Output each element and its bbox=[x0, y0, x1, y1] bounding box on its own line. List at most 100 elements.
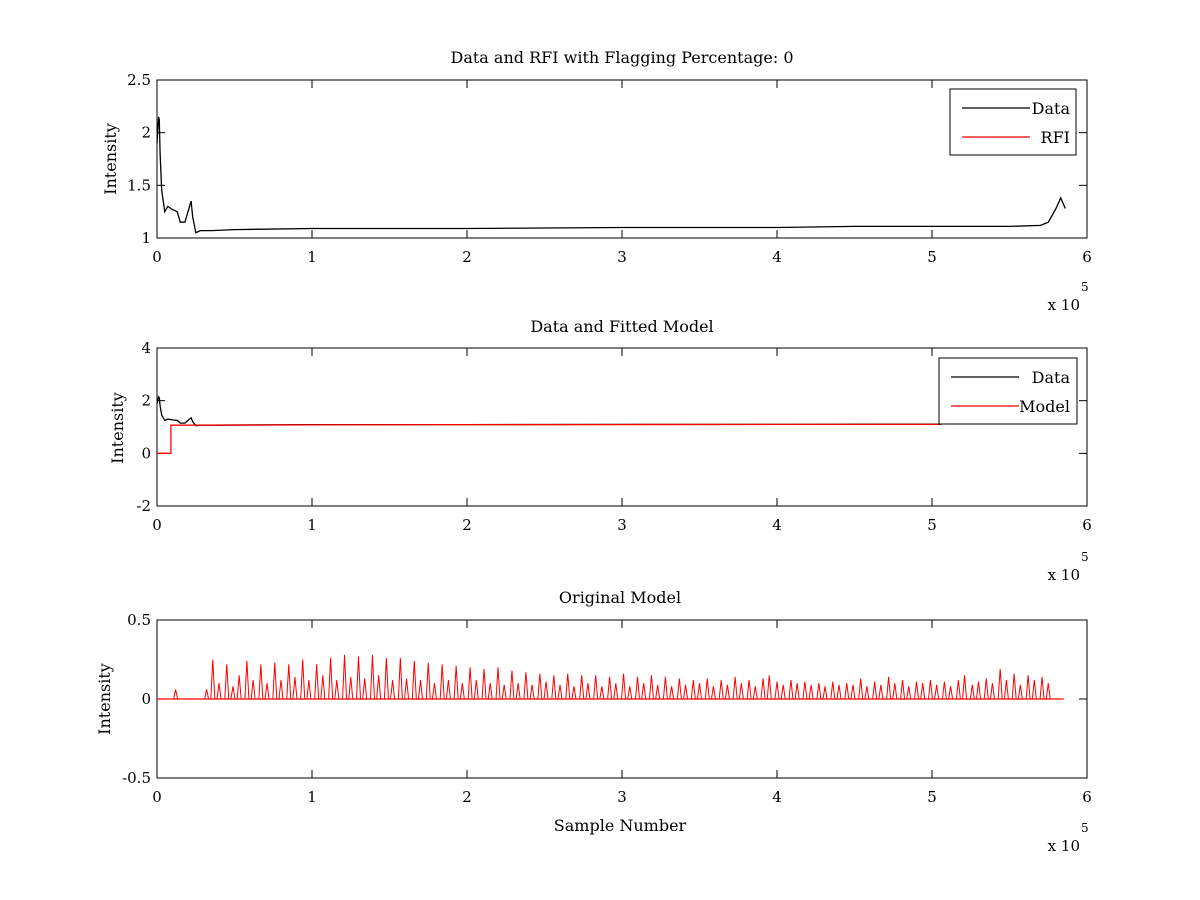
subplot-2-exponent-label: x 10 5 bbox=[1048, 550, 1089, 584]
subplot-3-series-model-spike bbox=[173, 689, 179, 700]
subplot-3-series-model-spike bbox=[774, 681, 780, 700]
subplot-3-series-model-spike bbox=[816, 683, 822, 700]
subplot-3-series-model-spike bbox=[300, 659, 306, 700]
subplot-3-series-model-spike bbox=[593, 675, 599, 700]
subplot-3-series-model-spike bbox=[886, 676, 892, 700]
subplot-2-ytick-label: 2 bbox=[141, 392, 151, 410]
subplot-3-series-model-spike bbox=[808, 684, 814, 700]
subplot-3-series-model-spike bbox=[286, 664, 292, 700]
subplot-3-series-model-spike bbox=[481, 668, 487, 700]
subplot-3-series-model-spike bbox=[473, 679, 479, 700]
subplot-3-series-model-spike bbox=[258, 664, 264, 700]
subplot-2-xtick-label: 5 bbox=[927, 516, 937, 534]
subplot-3-exponent-label: x 10 5 bbox=[1048, 821, 1089, 855]
subplot-1-ytick-label: 2.5 bbox=[127, 71, 151, 89]
subplot-1-xtick-label: 4 bbox=[772, 248, 782, 266]
subplot-2-series-model-line bbox=[157, 423, 942, 454]
subplot-1-axes-frame bbox=[156, 79, 1088, 239]
subplot-3-series-model-spike bbox=[627, 686, 633, 700]
subplot-3-series-model-spike bbox=[724, 684, 730, 700]
subplot-3-series-model-spike bbox=[467, 667, 473, 700]
subplot-3-series-model-spike bbox=[844, 683, 850, 700]
subplot-3-series-model-spike bbox=[515, 683, 521, 700]
subplot-3-series-model-spike bbox=[571, 686, 577, 700]
subplot-1-legend-label-data: Data bbox=[1032, 99, 1071, 118]
subplot-3-series-model-spike bbox=[383, 657, 389, 700]
subplot-1-xtick-label: 3 bbox=[617, 248, 627, 266]
subplot-3-series-model-spike bbox=[766, 675, 772, 700]
subplot-3-xtick-label: 4 bbox=[772, 788, 782, 806]
subplot-1-exponent-base: x 10 bbox=[1048, 296, 1080, 314]
subplot-3-series-model-spike bbox=[334, 679, 340, 700]
subplot-3-series-model-spike bbox=[794, 683, 800, 700]
subplot-3-series-model-spike bbox=[983, 678, 989, 700]
subplot-3-series-model-spike bbox=[641, 683, 647, 700]
subplot-1-title: Data and RFI with Flagging Percentage: 0 bbox=[450, 48, 793, 67]
subplot-3-series-model-spike bbox=[892, 683, 898, 700]
subplot-2-xtick-label: 3 bbox=[617, 516, 627, 534]
subplot-3-series-model-spike bbox=[830, 681, 836, 700]
subplot-3-series-model-spike bbox=[914, 681, 919, 700]
subplot-3-series-model-spike bbox=[537, 673, 543, 700]
subplot-3-series-model-spike bbox=[976, 681, 981, 700]
subplot-3-series-model-spike bbox=[1039, 676, 1045, 700]
subplot-3-series-model-spike bbox=[244, 661, 250, 700]
subplot-3-series-model-spike bbox=[557, 684, 563, 700]
subplot-3-series-model-spike bbox=[760, 678, 766, 700]
subplot-3-series-model-spike bbox=[210, 659, 216, 700]
subplot-3-series-model-spike bbox=[1003, 679, 1009, 700]
subplot-1-xtick-label: 5 bbox=[927, 248, 937, 266]
subplot-3-series-model-spike bbox=[997, 668, 1003, 700]
subplot-3: Original Model Intensity Sample Number x… bbox=[95, 588, 1092, 855]
subplot-3-xtick-label: 3 bbox=[617, 788, 627, 806]
subplot-3-series-model-spike bbox=[306, 679, 312, 700]
subplot-3-series-model-spike bbox=[1011, 673, 1017, 700]
subplot-1-legend-box bbox=[949, 88, 1077, 156]
subplot-3-ytick-label: -0.5 bbox=[122, 769, 151, 787]
subplot-3-series-model-spike bbox=[969, 684, 975, 700]
subplot-2-exponent-base: x 10 bbox=[1048, 566, 1080, 584]
subplot-3-series-model-spike bbox=[655, 684, 661, 700]
subplot-1-exponent-power: 5 bbox=[1081, 280, 1089, 294]
subplot-2-xtick-label: 0 bbox=[152, 516, 162, 534]
subplot-3-series-model-spike bbox=[551, 675, 557, 700]
subplot-3-series-model-spike bbox=[459, 683, 465, 700]
subplot-3-series-model-spike bbox=[278, 679, 284, 700]
subplot-3-series-model-spike bbox=[543, 681, 549, 700]
subplot-3-series-model-spike bbox=[621, 673, 627, 700]
subplot-3-series-model-spike bbox=[250, 679, 256, 700]
subplot-3-series-model-spike bbox=[224, 664, 230, 700]
subplot-3-series-model-spike bbox=[878, 684, 884, 700]
subplot-2-axes-frame bbox=[156, 347, 1088, 507]
subplot-1-xtick-label: 0 bbox=[152, 248, 162, 266]
subplot-3-series-model-spike bbox=[613, 683, 619, 700]
subplot-3-series-model-spike bbox=[676, 678, 682, 700]
subplot-3-series-model-spike bbox=[1025, 675, 1031, 700]
subplot-3-ytick-label: 0 bbox=[141, 690, 151, 708]
subplot-3-series-model-spike bbox=[1017, 684, 1023, 700]
subplot-3-series-model-spike bbox=[272, 662, 278, 700]
subplot-3-series-model-spike bbox=[369, 654, 375, 700]
subplot-2-legend-box bbox=[938, 357, 1078, 425]
subplot-3-series-model-spike bbox=[669, 686, 675, 700]
subplot-2-exponent-power: 5 bbox=[1081, 550, 1089, 564]
subplot-3-series-model-spike bbox=[850, 684, 856, 700]
subplot-3-series-model-spike bbox=[445, 679, 451, 700]
subplot-3-series-model-spike bbox=[425, 662, 431, 700]
subplot-3-series-model-spike bbox=[348, 676, 354, 700]
subplot-3-xtick-label: 5 bbox=[927, 788, 937, 806]
subplot-3-series-model-spike bbox=[607, 676, 613, 700]
subplot-3-series-model-spike bbox=[864, 686, 870, 700]
subplot-3-series-model-spike bbox=[342, 654, 348, 700]
subplot-3-ylabel: Intensity bbox=[95, 663, 114, 735]
subplot-3-series-model-spike bbox=[599, 686, 605, 700]
subplot-3-series-model-spike bbox=[264, 683, 270, 700]
subplot-3-series-model-spike bbox=[431, 683, 437, 700]
subplot-3-series-model-spike bbox=[662, 676, 668, 700]
subplot-3-series-model-spike bbox=[390, 679, 396, 700]
subplot-1-xtick-label: 6 bbox=[1082, 248, 1092, 266]
subplot-3-series-model-spike bbox=[397, 657, 403, 700]
subplot-3-series-model-spike bbox=[948, 686, 954, 700]
subplot-2-ytick-label: 0 bbox=[141, 444, 151, 462]
